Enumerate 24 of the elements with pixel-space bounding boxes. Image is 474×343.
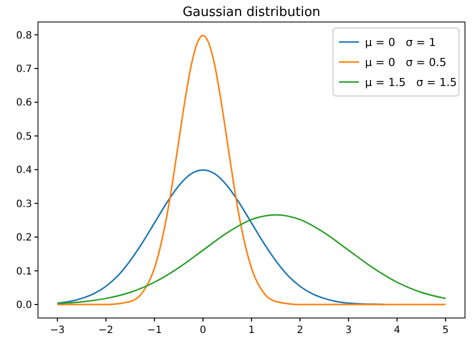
- x-tick-label: −3: [50, 325, 65, 336]
- legend-label: μ = 0 σ = 0.5: [365, 56, 446, 69]
- x-tick-label: 1: [248, 325, 255, 336]
- line-series: [56, 214, 446, 304]
- legend-label: μ = 1.5 σ = 1.5: [365, 76, 457, 89]
- x-tick-label: −1: [147, 325, 162, 336]
- chart-title: Gaussian distribution: [182, 5, 320, 20]
- y-tick-label: 0.7: [16, 64, 32, 76]
- y-tick-label: 0.8: [16, 30, 32, 42]
- y-tick-label: 0.2: [16, 232, 32, 244]
- y-tick-label: 0.5: [16, 131, 32, 142]
- y-tick-label: 0.4: [16, 165, 32, 176]
- x-tick-label: 3: [345, 325, 352, 336]
- legend-label: μ = 0 σ = 1: [365, 36, 436, 49]
- y-tick-label: 0.0: [16, 300, 32, 312]
- y-tick-label: 0.3: [16, 198, 32, 210]
- x-tick-label: 2: [296, 325, 304, 336]
- x-tick-label: −2: [98, 325, 114, 336]
- line-series: [56, 169, 386, 306]
- x-tick-label: 0: [200, 325, 206, 336]
- x-tick-label: 5: [442, 325, 449, 336]
- x-tick-label: 4: [394, 325, 400, 336]
- y-tick-label: 0.6: [16, 98, 32, 109]
- y-tick-label: 0.1: [16, 266, 32, 278]
